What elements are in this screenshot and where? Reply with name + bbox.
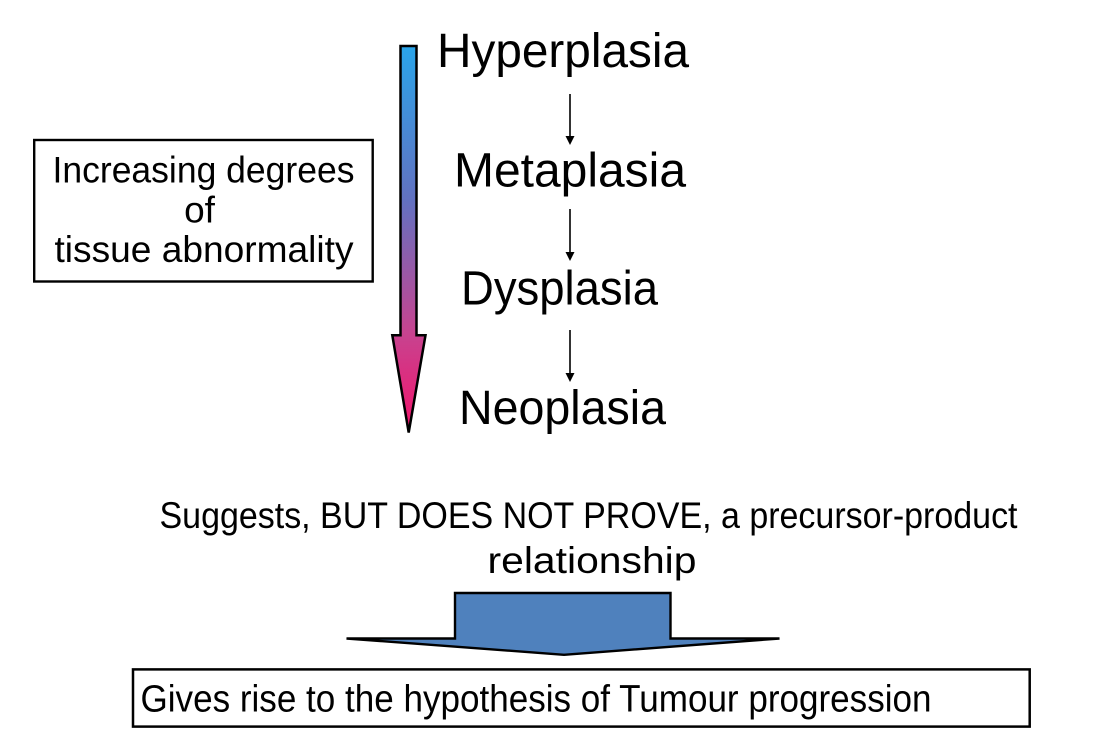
svg-text:relationship: relationship — [488, 540, 697, 581]
svg-text:tissue abnormality: tissue abnormality — [55, 229, 354, 270]
svg-text:Suggests, BUT DOES NOT PROVE,: Suggests, BUT DOES NOT PROVE, a precurso… — [160, 495, 1019, 536]
svg-text:of: of — [184, 190, 216, 231]
svg-text:Metaplasia: Metaplasia — [454, 145, 686, 198]
svg-text:Dysplasia: Dysplasia — [461, 263, 658, 316]
svg-text:Neoplasia: Neoplasia — [459, 382, 666, 435]
svg-text:Gives rise to the hypothesis o: Gives rise to the hypothesis of Tumour p… — [141, 679, 932, 721]
svg-text:Hyperplasia: Hyperplasia — [437, 25, 689, 78]
svg-text:Increasing degrees: Increasing degrees — [53, 150, 355, 191]
